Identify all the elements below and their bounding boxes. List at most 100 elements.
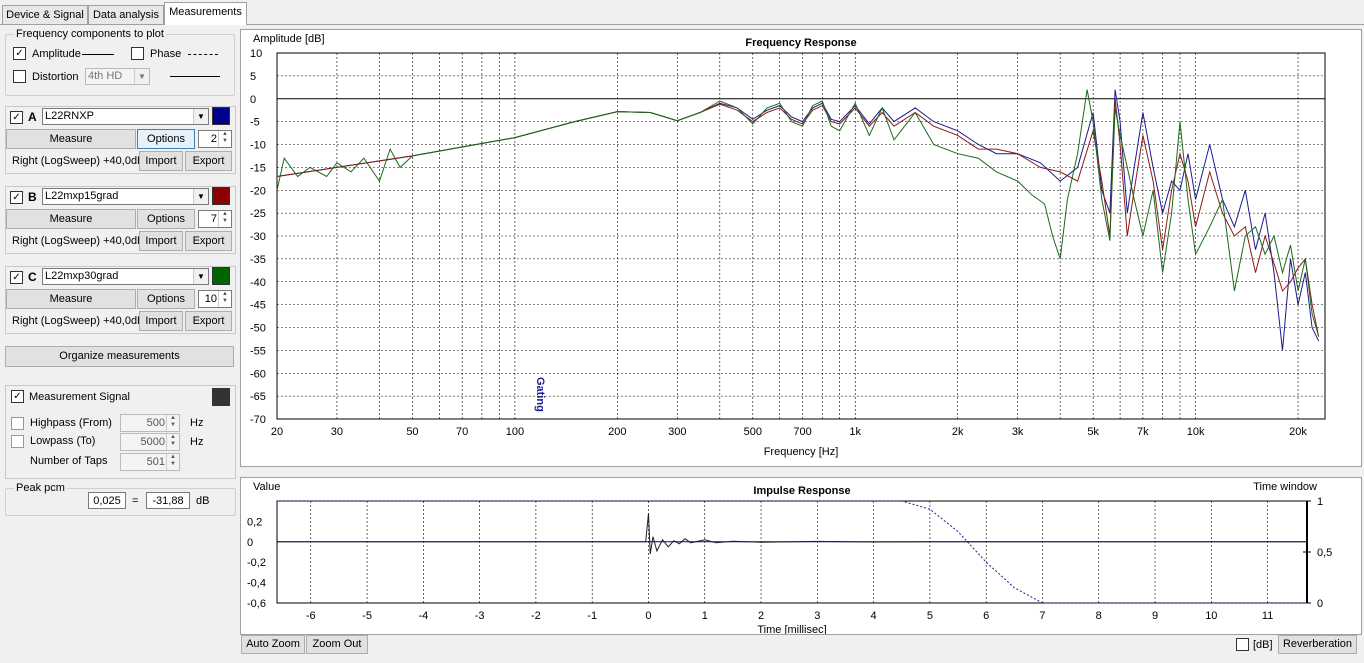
y-tick-label: -70: [250, 414, 266, 426]
measurement-color-swatch[interactable]: [212, 267, 230, 285]
measurement-a-select[interactable]: L22RNXP ▼: [42, 108, 209, 125]
tab-device-signal[interactable]: Device & Signal: [2, 5, 88, 25]
y-tick-label: -55: [250, 345, 266, 357]
measure-button[interactable]: Measure: [6, 129, 136, 149]
x-tick-label: -3: [475, 610, 485, 622]
x-tick-label: 20: [271, 426, 283, 438]
freq-components-title: Frequency components to plot: [14, 28, 166, 40]
measurement-signal-group: [5, 385, 236, 479]
measurement-count-input[interactable]: 10 ▲ ▼: [198, 290, 232, 308]
measurement-color-swatch[interactable]: [212, 107, 230, 125]
lowpass-label: Lowpass (To): [30, 435, 96, 447]
impulse-response-chart[interactable]: -6 -5 -4 -3 -2 -1 0 1 2 3 4 5 6 7 8 9 10 11 0,2 0 -0,2 -0,4 -0…: [240, 477, 1362, 636]
measurement-name: L22mxp15grad: [45, 190, 119, 202]
peak-db-field[interactable]: -31,88: [146, 492, 190, 509]
y-tick-label: -15: [250, 162, 266, 174]
measurement-info: Right (LogSweep) +40,0dB: [12, 155, 145, 167]
gating-annotation: Gating: [534, 377, 546, 412]
tab-measurements[interactable]: Measurements: [164, 2, 247, 25]
import-button[interactable]: Import: [139, 231, 183, 251]
zoom-out-button[interactable]: Zoom Out: [306, 635, 368, 654]
y2-axis-label: Time window: [1253, 481, 1317, 493]
y-tick-label: -30: [250, 231, 266, 243]
measure-button[interactable]: Measure: [6, 289, 136, 309]
measurement-b-select[interactable]: L22mxp15grad ▼: [42, 188, 209, 205]
chevron-down-icon: ▼: [193, 189, 208, 204]
chevron-down-icon: ▼: [134, 69, 149, 84]
peak-title: Peak pcm: [14, 482, 67, 494]
y-tick-label: -20: [250, 185, 266, 197]
options-button[interactable]: Options: [137, 289, 195, 309]
measurement-a-checkbox[interactable]: ✓: [10, 111, 23, 124]
measure-button[interactable]: Measure: [6, 209, 136, 229]
measurement-c-select[interactable]: L22mxp30grad ▼: [42, 268, 209, 285]
import-button[interactable]: Import: [139, 311, 183, 331]
lowpass-checkbox[interactable]: [11, 435, 24, 448]
x-tick-label: 11: [1262, 610, 1273, 622]
x-tick-label: 30: [331, 426, 343, 438]
peak-db-unit: dB: [196, 495, 210, 507]
taps-input[interactable]: 501 ▲ ▼: [120, 453, 180, 471]
reverberation-button[interactable]: Reverberation: [1278, 635, 1357, 654]
chevron-down-icon: ▼: [193, 109, 208, 124]
organize-measurements-button[interactable]: Organize measurements: [5, 346, 234, 367]
x-tick-label: 5: [927, 610, 933, 622]
distortion-select[interactable]: 4th HD ▼: [85, 68, 150, 85]
x-tick-label: 50: [406, 426, 418, 438]
y-tick-label: -40: [250, 277, 266, 289]
y-tick-label: 0: [250, 94, 256, 106]
export-button[interactable]: Export: [185, 151, 232, 171]
measurement-letter: A: [28, 110, 37, 124]
tab-data-analysis[interactable]: Data analysis: [88, 5, 164, 25]
measurement-signal-checkbox[interactable]: ✓: [11, 390, 24, 403]
x-tick-label: 500: [744, 426, 762, 438]
spin-arrows-icon[interactable]: ▲ ▼: [166, 434, 179, 450]
chevron-down-icon: ▼: [193, 269, 208, 284]
distortion-checkbox[interactable]: [13, 70, 26, 83]
peak-pcm-field[interactable]: 0,025: [88, 492, 126, 509]
signal-color-swatch[interactable]: [212, 388, 230, 406]
measurement-count-input[interactable]: 2 ▲ ▼: [198, 130, 232, 148]
amplitude-checkbox[interactable]: ✓: [13, 47, 26, 60]
highpass-unit: Hz: [190, 417, 204, 429]
db-check-label: [dB]: [1253, 639, 1273, 651]
x-tick-label: -2: [531, 610, 541, 622]
measurement-count-input[interactable]: 7 ▲ ▼: [198, 210, 232, 228]
x-axis-label: Time [millisec]: [757, 624, 826, 634]
phase-checkbox[interactable]: [131, 47, 144, 60]
measurement-count: 7: [210, 213, 217, 225]
x-tick-label: -6: [306, 610, 316, 622]
spin-arrows-icon[interactable]: ▲ ▼: [166, 415, 179, 431]
measurement-c-checkbox[interactable]: ✓: [10, 271, 23, 284]
y2-tick-label: 0: [1317, 598, 1323, 610]
options-button[interactable]: Options: [137, 129, 195, 149]
highpass-input[interactable]: 500 ▲ ▼: [120, 414, 180, 432]
measurement-color-swatch[interactable]: [212, 187, 230, 205]
impulse-response-svg: -6 -5 -4 -3 -2 -1 0 1 2 3 4 5 6 7 8 9 10 110,20-0,2-0,4-0…: [247, 481, 1332, 636]
import-button[interactable]: Import: [139, 151, 183, 171]
measurement-letter: C: [28, 270, 37, 284]
spin-arrows-icon[interactable]: ▲ ▼: [218, 131, 231, 147]
x-tick-label: -1: [587, 610, 597, 622]
db-checkbox[interactable]: [1236, 638, 1249, 651]
highpass-value: 500: [146, 417, 165, 429]
x-tick-label: 10: [1205, 610, 1217, 622]
x-tick-label: 100: [506, 426, 524, 438]
options-button[interactable]: Options: [137, 209, 195, 229]
amplitude-label: Amplitude: [32, 48, 81, 60]
y2-tick-label: 0,5: [1317, 547, 1332, 559]
export-button[interactable]: Export: [185, 231, 232, 251]
lowpass-input[interactable]: 5000 ▲ ▼: [120, 433, 180, 451]
frequency-response-chart[interactable]: 10 5 0 -5 -10 -15 -20 -25 -30 -35 -40 -45 -50 -55 -60-…: [240, 29, 1362, 467]
highpass-checkbox[interactable]: [11, 417, 24, 430]
spin-arrows-icon[interactable]: ▲ ▼: [218, 291, 231, 307]
phase-label: Phase: [150, 48, 182, 60]
auto-zoom-button[interactable]: Auto Zoom: [241, 635, 305, 654]
x-tick-label: -5: [362, 610, 372, 622]
x-tick-label: 300: [668, 426, 686, 438]
y-tick-label: 0: [247, 537, 253, 549]
spin-arrows-icon[interactable]: ▲ ▼: [218, 211, 231, 227]
measurement-b-checkbox[interactable]: ✓: [10, 191, 23, 204]
export-button[interactable]: Export: [185, 311, 232, 331]
spin-arrows-icon[interactable]: ▲ ▼: [166, 454, 179, 470]
